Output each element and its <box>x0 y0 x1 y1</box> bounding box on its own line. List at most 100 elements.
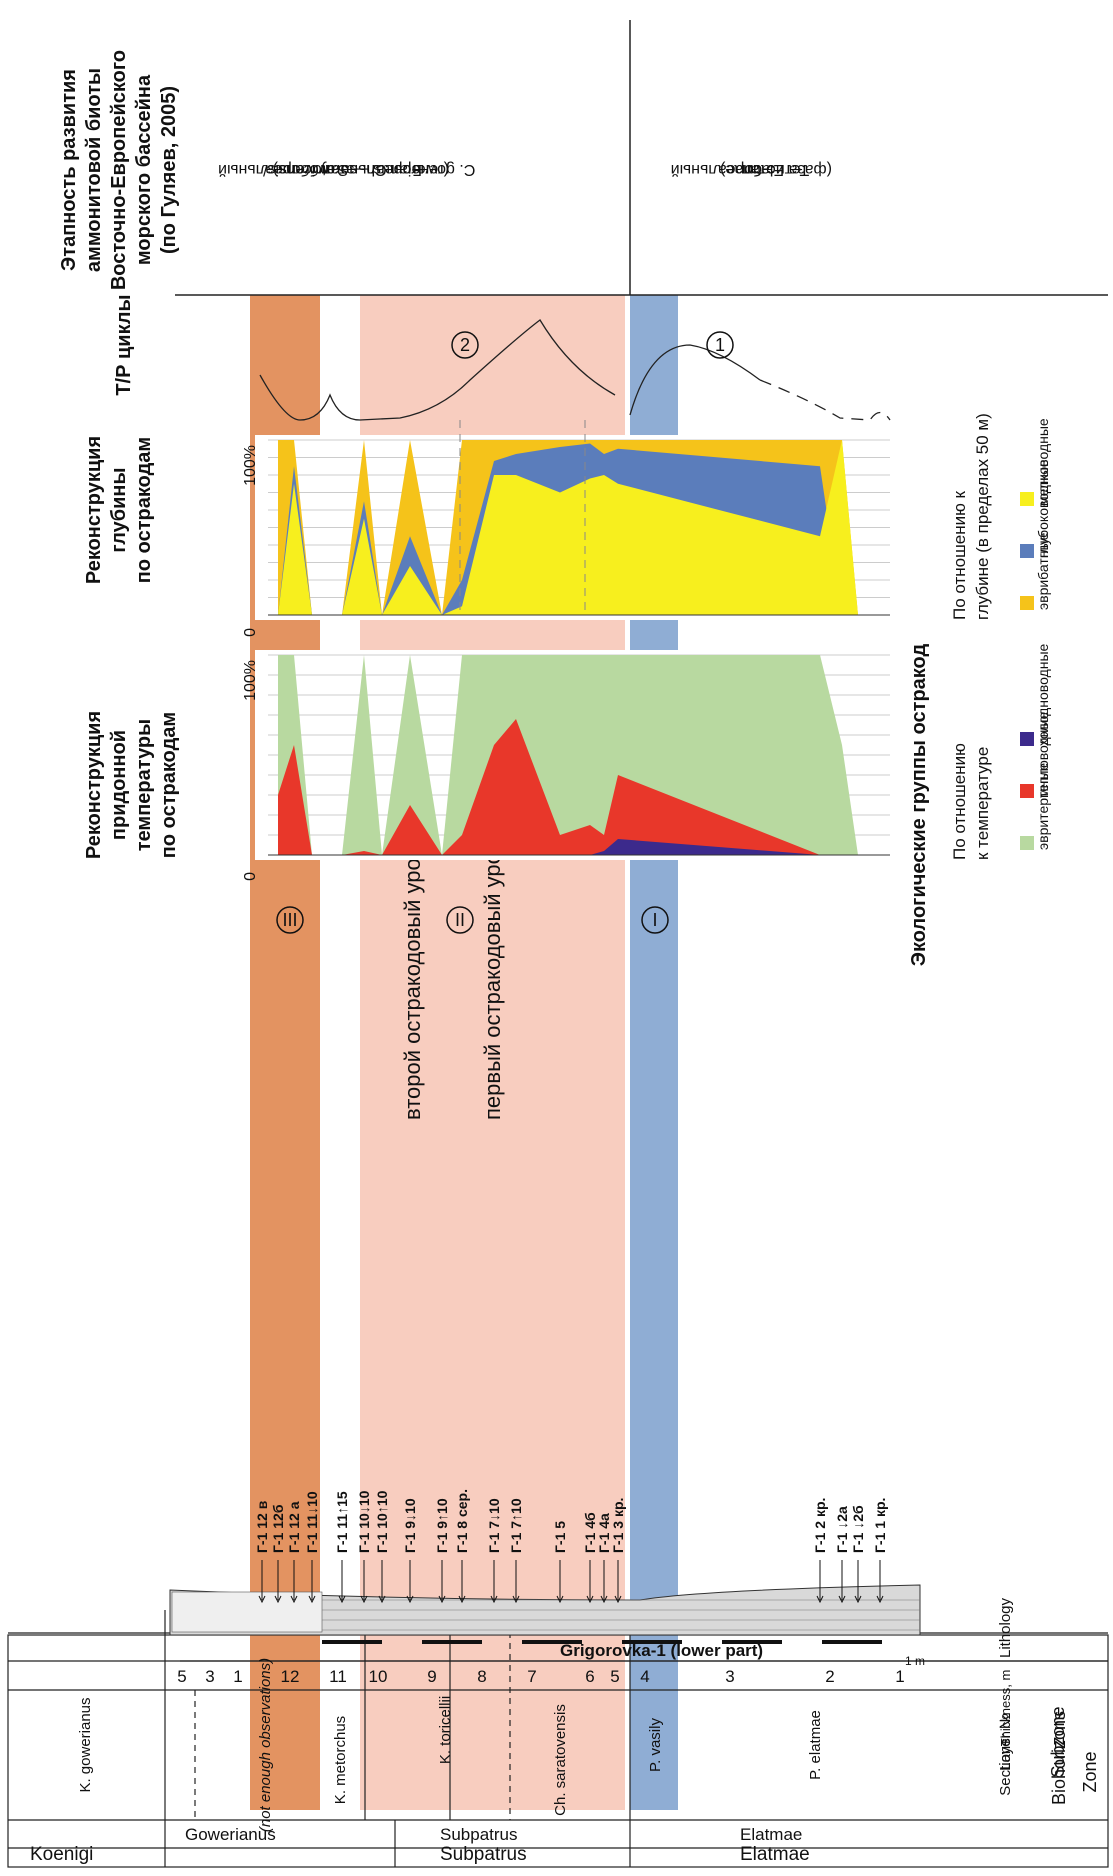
biohorizons: K. gowerianus (not enough observations) … <box>77 1658 824 1832</box>
series-area-холодноводные <box>278 839 880 855</box>
bio-elatmae: P. elatmae <box>807 1710 824 1780</box>
sample-label: Г-1 ↓2б <box>850 1505 866 1553</box>
bio-gowerianus: K. gowerianus <box>77 1697 94 1792</box>
sample-arrowhead <box>406 1595 414 1604</box>
legend-title: Экологические группы остракод <box>908 644 930 967</box>
stages-title-3: Восточно-Европейского <box>108 50 130 290</box>
sample-arrowhead <box>854 1595 862 1604</box>
stage-tethys-1: Тетис-бореальный <box>671 161 810 178</box>
sample-arrowhead <box>586 1595 594 1604</box>
column-headers: Zone Subzone Biohorizons Sections Layer … <box>997 1597 1100 1805</box>
subzone-elatmae: Elatmae <box>740 1825 802 1844</box>
depth-min-label: 0 <box>242 628 259 637</box>
zone-subpatrus: Subpatrus <box>440 1844 527 1865</box>
stage-boreal-3: (генеры Ch. saratovensis/ <box>263 161 449 178</box>
sample-label: Г-1 4а <box>596 1513 612 1553</box>
zone-koenigi: Koenigi <box>30 1844 93 1865</box>
sample-arrowhead <box>600 1595 608 1604</box>
sample-arrowhead <box>490 1595 498 1604</box>
layer-5a: 5 <box>177 1667 186 1686</box>
legend-swatch <box>1020 836 1034 850</box>
section-name: Grigorovka-1 (lower part) <box>560 1641 763 1660</box>
sample-arrowhead <box>360 1595 368 1604</box>
bio-not-enough: (not enough observations) <box>257 1658 274 1832</box>
tr-marker-1: 1 <box>715 335 725 355</box>
sample-label: Г-1 5 <box>552 1521 568 1553</box>
legend-swatch <box>1020 544 1034 558</box>
sample-label: Г-1 7↓10 <box>486 1498 502 1553</box>
layer-12: 12 <box>281 1667 300 1686</box>
marker-i: I <box>652 910 657 930</box>
legend: Экологические группы остракод По отношен… <box>908 413 1051 966</box>
temperature-chart <box>268 654 890 856</box>
depth-chart <box>268 439 890 616</box>
legend-swatch <box>1020 492 1034 506</box>
sample-label: Г-1 7↑10 <box>508 1498 524 1553</box>
depth-title-2: глубины <box>108 467 130 552</box>
stage-boreal-4: C. gowerianus — S. micans) <box>273 161 476 178</box>
sample-arrowhead <box>338 1595 346 1604</box>
layer-6: 6 <box>585 1667 594 1686</box>
sample-label: Г-1 11↓10 <box>304 1491 320 1553</box>
layer-8: 8 <box>477 1667 486 1686</box>
axis-labels: 0 100% 0 100% <box>242 445 259 881</box>
legend-label: эвритермные <box>1035 763 1051 850</box>
stages-title-2: аммонитовой биоты <box>83 68 105 272</box>
tr-cycle-curve <box>259 319 891 615</box>
level-markers: III II I <box>276 906 669 934</box>
layer-10: 10 <box>369 1667 388 1686</box>
tr-title: Т/Р циклы <box>113 294 135 395</box>
sample-arrowhead <box>556 1595 564 1604</box>
sample-arrowhead <box>816 1595 824 1604</box>
depth-title-1: Реконструкция <box>83 436 105 584</box>
layer-1a: 1 <box>233 1667 242 1686</box>
sample-arrowhead <box>258 1595 266 1604</box>
sample-arrowhead <box>308 1595 316 1604</box>
subzone-subpatrus: Subpatrus <box>440 1825 518 1844</box>
series-area-мелководные <box>278 440 880 615</box>
legend-depth-heading-2: глубине (в пределах 50 м) <box>973 413 992 620</box>
stages-title-5: (по Гуляев, 2005) <box>158 86 180 254</box>
sample-label: Г-1 ↓2а <box>834 1506 850 1553</box>
temp-title-3: температуры <box>133 719 155 851</box>
sample-arrowhead <box>458 1595 466 1604</box>
temp-max-label: 100% <box>242 660 259 701</box>
zones: Koenigi Subpatrus Elatmae <box>30 1844 810 1865</box>
depth-max-label: 100% <box>242 445 259 486</box>
temp-title-4: по остракодам <box>158 712 180 858</box>
tr-line <box>259 319 761 421</box>
sample-label: Г-1 12 в <box>254 1500 270 1553</box>
legend-swatch <box>1020 596 1034 610</box>
legend-depth-heading-1: По отношению к <box>950 490 969 620</box>
sample-labels: Г-1 12 в Г-1 12б Г-1 12 а Г-1 11↓10 Г-1 11↑1… <box>254 1489 888 1604</box>
layer-11: 11 <box>329 1667 347 1686</box>
sample-arrowhead <box>274 1595 282 1604</box>
legend-swatch <box>1020 732 1034 746</box>
temp-min-label: 0 <box>242 872 259 881</box>
header-layer: Layer № <box>997 1713 1014 1771</box>
legend-label: холодноводные <box>1035 643 1051 746</box>
sample-label: Г-1 8 сер. <box>454 1489 470 1553</box>
header-biohorizons: Biohorizons <box>1049 1711 1069 1805</box>
sample-arrowhead <box>512 1595 520 1604</box>
header-lithology: Lithology <box>997 1597 1014 1658</box>
layer-1: 1 <box>895 1667 904 1686</box>
legend-label: тепловодные <box>1035 712 1051 798</box>
sample-label: Г-1 1 кр. <box>872 1498 888 1553</box>
stage-boreal-1: Бореально-суббореальный <box>218 161 422 178</box>
zone-elatmae: Elatmae <box>740 1844 810 1865</box>
layer-4: 4 <box>640 1667 649 1686</box>
layer-5: 5 <box>610 1667 619 1686</box>
bio-toricellii: K. toricellii <box>437 1696 454 1764</box>
stage-tethys-3: (фаза Elatmae) <box>720 161 832 178</box>
bio-metorchus: K. metorchus <box>332 1716 349 1804</box>
lithology-column: 1 m <box>169 1584 925 1668</box>
header-thickness: Thickness, m <box>998 1670 1013 1747</box>
layer-3a: 3 <box>205 1667 214 1686</box>
header-sections: Sections <box>997 1738 1014 1796</box>
ostracod-level-2: второй остракодовый уровень <box>400 811 425 1120</box>
temp-title-2: придонной <box>108 730 130 840</box>
depth-title-3: по остракодам <box>133 437 155 583</box>
stages-title-1: Этапность развития <box>58 69 80 271</box>
